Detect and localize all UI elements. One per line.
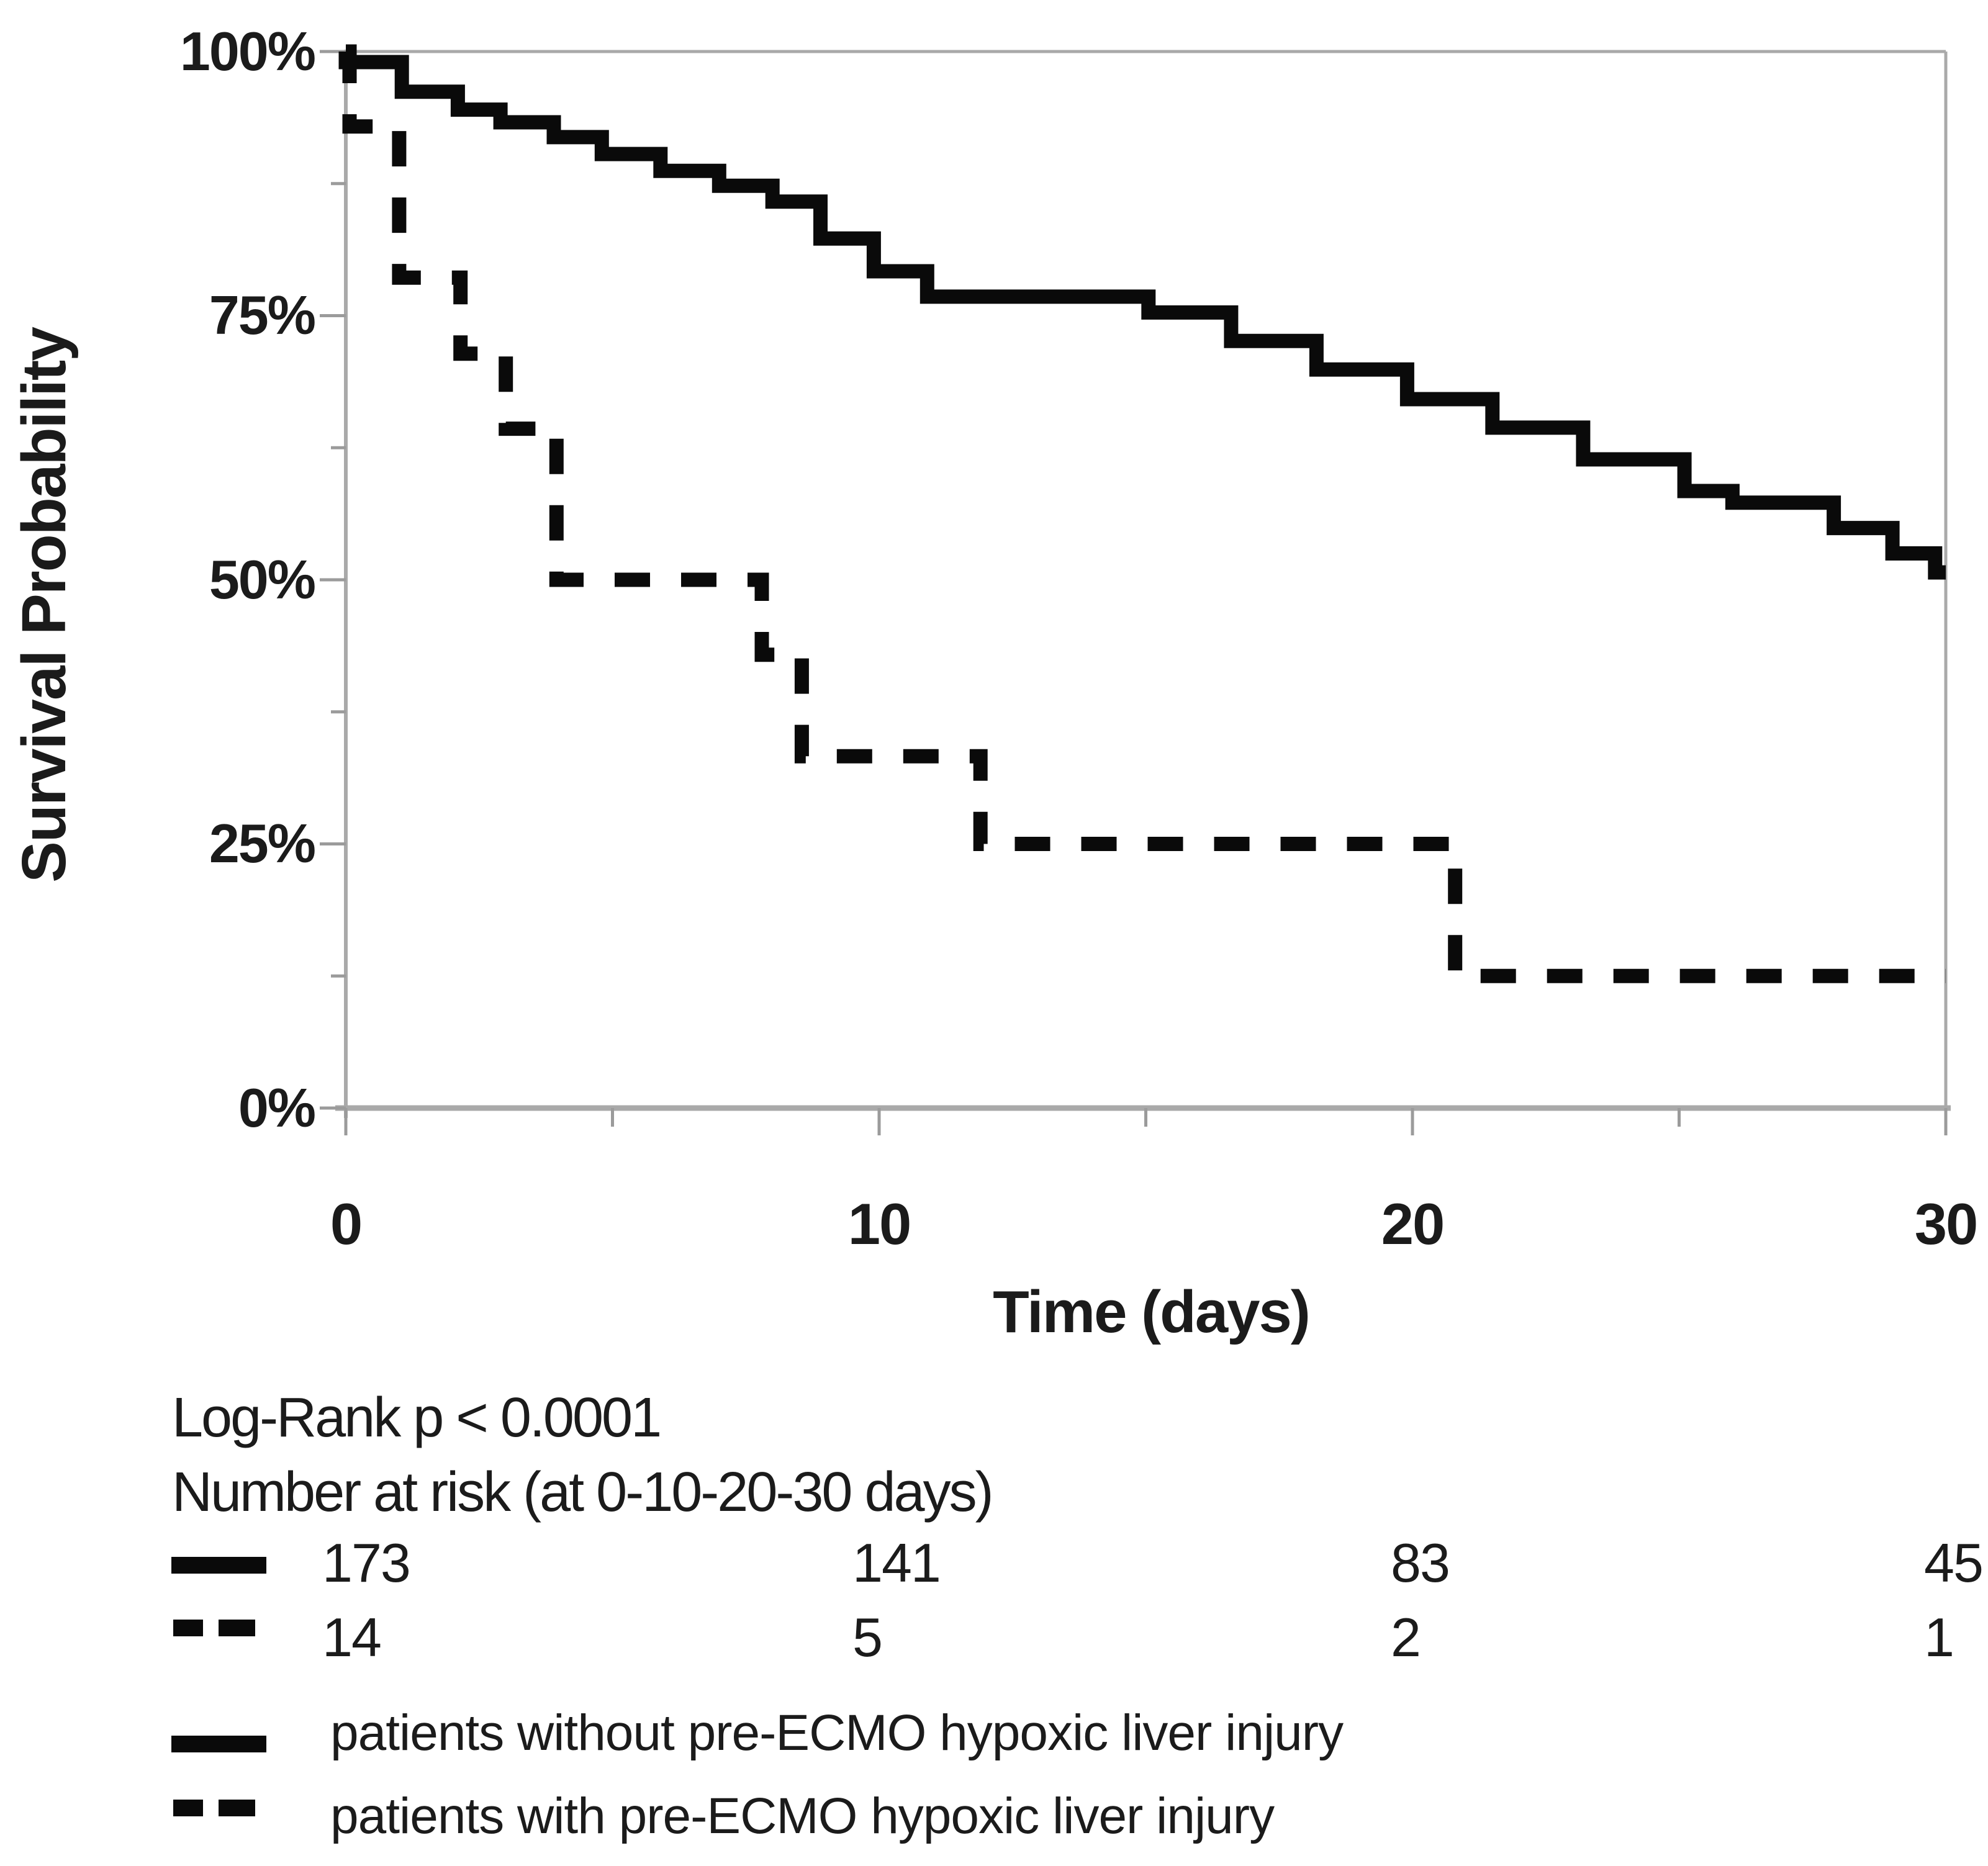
x-tick-label-30: 30	[1914, 1191, 1979, 1256]
y-tick-label-75: 75%	[209, 284, 316, 346]
x-tick-label-10: 10	[847, 1191, 912, 1256]
risk-count: 141	[852, 1532, 941, 1593]
logrank-text: Log-Rank p < 0.0001	[172, 1387, 662, 1449]
y-tick-label-100: 100%	[179, 20, 316, 82]
km-curve-dashed	[342, 44, 1946, 983]
x-axis-title: Time (days)	[993, 1279, 1311, 1345]
legend-label-without-injury: patients without pre-ECMO hypoxic liver …	[330, 1705, 1344, 1761]
risk-count: 14	[322, 1607, 382, 1668]
dashed-line-swatch	[219, 1620, 255, 1636]
risk-count: 83	[1391, 1532, 1450, 1593]
dashed-line-swatch	[173, 1620, 203, 1636]
risk-count: 45	[1924, 1532, 1984, 1593]
risk-count: 173	[322, 1532, 411, 1593]
km-curve-solid	[338, 52, 1946, 580]
x-tick-label-20: 20	[1381, 1191, 1445, 1256]
solid-line-swatch	[171, 1736, 266, 1752]
number-at-risk-header: Number at risk (at 0-10-20-30 days)	[172, 1461, 994, 1523]
risk-count: 2	[1391, 1607, 1421, 1668]
solid-line-swatch	[171, 1557, 266, 1574]
y-tick-label-25: 25%	[209, 813, 316, 874]
y-tick-label-0: 0%	[238, 1077, 316, 1138]
risk-count: 5	[852, 1607, 883, 1668]
risk-count: 1	[1924, 1607, 1954, 1668]
x-tick-label-0: 0	[330, 1191, 363, 1256]
dashed-line-swatch	[173, 1800, 203, 1816]
y-axis-title: Survival Probability	[9, 328, 79, 883]
y-tick-label-50: 50%	[209, 549, 316, 610]
legend-label-with-injury: patients with pre-ECMO hypoxic liver inj…	[330, 1788, 1275, 1844]
dashed-line-swatch	[219, 1800, 255, 1816]
